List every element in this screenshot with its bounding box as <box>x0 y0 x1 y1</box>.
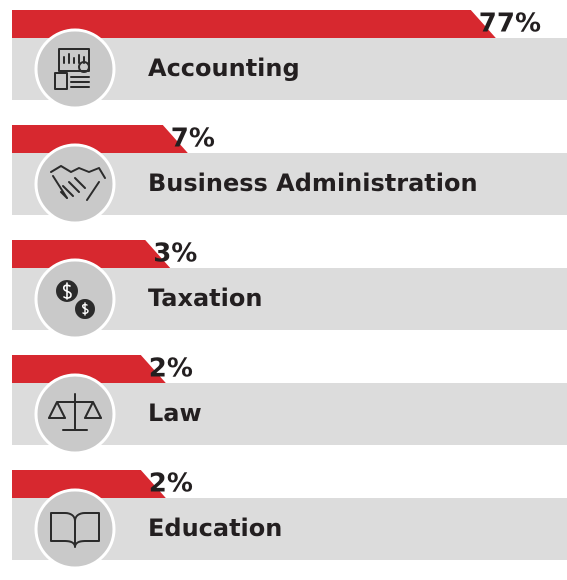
icon <box>56 280 95 319</box>
bar <box>12 125 188 153</box>
icon <box>54 48 90 90</box>
category-label: Education <box>148 514 282 542</box>
bar <box>12 470 166 498</box>
bar <box>12 240 171 268</box>
value-label: 77% <box>479 9 541 39</box>
icon <box>50 512 100 548</box>
category-label: Business Administration <box>148 169 478 197</box>
value-label: 2% <box>149 469 193 499</box>
value-label: 7% <box>171 124 215 154</box>
category-label: Taxation <box>148 284 262 312</box>
icon <box>48 393 102 431</box>
value-label: 3% <box>153 239 197 269</box>
value-label: 2% <box>149 354 193 384</box>
category-label: Law <box>148 399 202 427</box>
icon-circle <box>34 28 116 110</box>
icon <box>50 165 106 201</box>
icon-circle <box>34 258 116 340</box>
bar <box>12 355 166 383</box>
category-label: Accounting <box>148 54 300 82</box>
bar <box>12 10 496 38</box>
icon-circle <box>34 143 116 225</box>
